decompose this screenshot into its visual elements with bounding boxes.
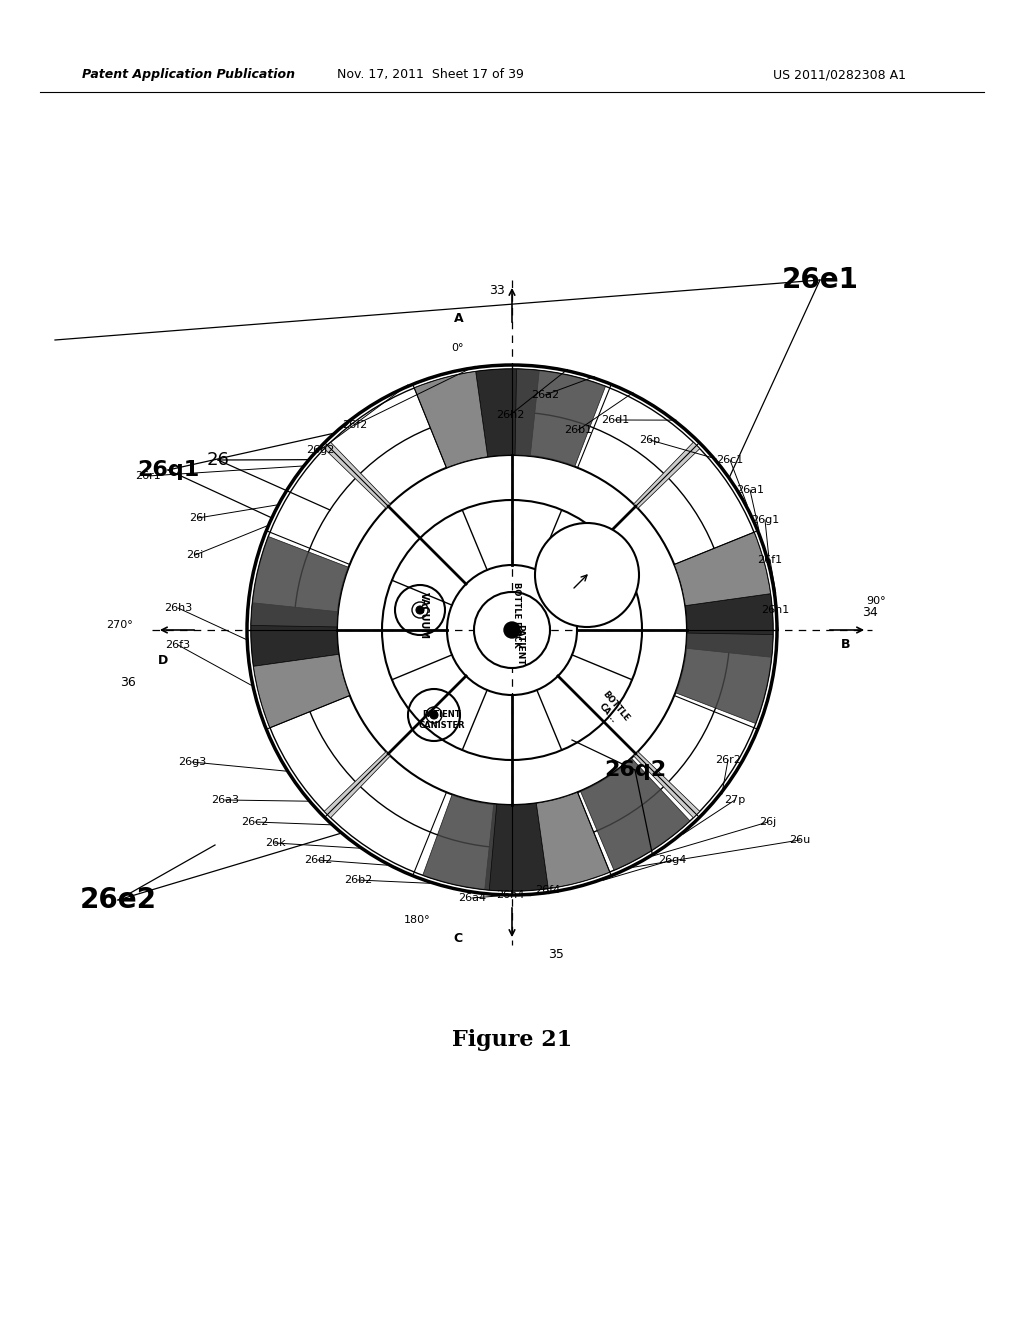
Text: 33: 33 (489, 284, 505, 297)
Text: 26g2: 26g2 (306, 445, 334, 455)
Text: D: D (158, 653, 168, 667)
Text: Patent Application Publication: Patent Application Publication (82, 69, 295, 81)
Wedge shape (515, 370, 605, 467)
Text: 26e1: 26e1 (781, 267, 858, 294)
Wedge shape (254, 655, 350, 727)
Wedge shape (537, 792, 609, 888)
Text: B: B (841, 639, 850, 652)
Wedge shape (476, 370, 540, 457)
Text: 26i: 26i (186, 550, 204, 560)
Text: 26a3: 26a3 (211, 795, 239, 805)
Circle shape (412, 602, 428, 618)
Text: 26f1: 26f1 (758, 554, 782, 565)
Text: 26h2: 26h2 (496, 411, 524, 420)
Text: 270°: 270° (106, 620, 133, 630)
Text: 26h4: 26h4 (496, 890, 524, 900)
Text: 26l: 26l (189, 513, 207, 523)
Text: 26c1: 26c1 (717, 455, 743, 465)
Text: Figure 21: Figure 21 (452, 1030, 572, 1051)
Text: 26b1: 26b1 (564, 425, 592, 436)
Text: 26g1: 26g1 (751, 515, 779, 525)
Text: 35: 35 (548, 949, 564, 961)
Wedge shape (325, 751, 390, 818)
Text: 26h3: 26h3 (164, 603, 193, 612)
Text: 26a1: 26a1 (736, 484, 764, 495)
Text: 26: 26 (207, 451, 229, 469)
Text: 26f3: 26f3 (166, 640, 190, 649)
Circle shape (474, 591, 550, 668)
Wedge shape (676, 634, 773, 723)
Text: VACUUM: VACUUM (419, 591, 429, 639)
Text: BOTTLE
CA...: BOTTLE CA... (593, 690, 631, 730)
Text: 26e2: 26e2 (80, 886, 157, 913)
Text: 0°: 0° (452, 343, 464, 352)
Wedge shape (251, 536, 348, 627)
Wedge shape (674, 532, 770, 606)
Text: 26f4: 26f4 (536, 884, 560, 895)
Text: A: A (455, 312, 464, 325)
Wedge shape (634, 751, 699, 818)
Text: Nov. 17, 2011  Sheet 17 of 39: Nov. 17, 2011 Sheet 17 of 39 (337, 69, 523, 81)
Circle shape (430, 711, 438, 719)
Text: 26c2: 26c2 (242, 817, 268, 828)
Text: 26b2: 26b2 (344, 875, 372, 884)
Text: 26q1: 26q1 (137, 459, 199, 480)
Text: 36: 36 (120, 676, 136, 689)
Text: 26g4: 26g4 (657, 855, 686, 865)
Text: 26d1: 26d1 (601, 414, 629, 425)
Text: 26h1: 26h1 (761, 605, 790, 615)
Text: PATIENT: PATIENT (515, 624, 524, 665)
Text: 26g3: 26g3 (178, 756, 206, 767)
Wedge shape (423, 795, 497, 890)
Text: 26u: 26u (790, 836, 811, 845)
Text: 180°: 180° (403, 915, 430, 925)
Circle shape (416, 606, 424, 614)
Circle shape (504, 622, 520, 638)
Wedge shape (325, 442, 390, 508)
Wedge shape (685, 594, 773, 657)
Text: 26a4: 26a4 (458, 894, 486, 903)
Text: C: C (453, 932, 462, 945)
Text: 26r2: 26r2 (715, 755, 741, 766)
Text: 34: 34 (862, 606, 878, 619)
Text: 26p: 26p (639, 436, 660, 445)
Text: 26f2: 26f2 (342, 420, 368, 430)
Text: 26a2: 26a2 (530, 389, 559, 400)
Text: 90°: 90° (866, 597, 886, 606)
Text: 27p: 27p (724, 795, 745, 805)
Text: 26k: 26k (264, 838, 286, 847)
Wedge shape (251, 603, 339, 667)
Wedge shape (634, 442, 699, 508)
Text: US 2011/0282308 A1: US 2011/0282308 A1 (773, 69, 906, 81)
Text: 26q2: 26q2 (604, 760, 666, 780)
Text: 26j: 26j (760, 817, 776, 828)
Text: PATIENT
CANISTER: PATIENT CANISTER (419, 710, 465, 730)
Circle shape (426, 708, 442, 723)
Wedge shape (415, 371, 487, 467)
Wedge shape (581, 758, 690, 870)
Circle shape (535, 523, 639, 627)
Text: 26d2: 26d2 (304, 855, 332, 865)
Text: 26r1: 26r1 (135, 471, 161, 480)
Wedge shape (484, 804, 548, 891)
Text: BOTTLE DOCK: BOTTLE DOCK (512, 582, 521, 648)
